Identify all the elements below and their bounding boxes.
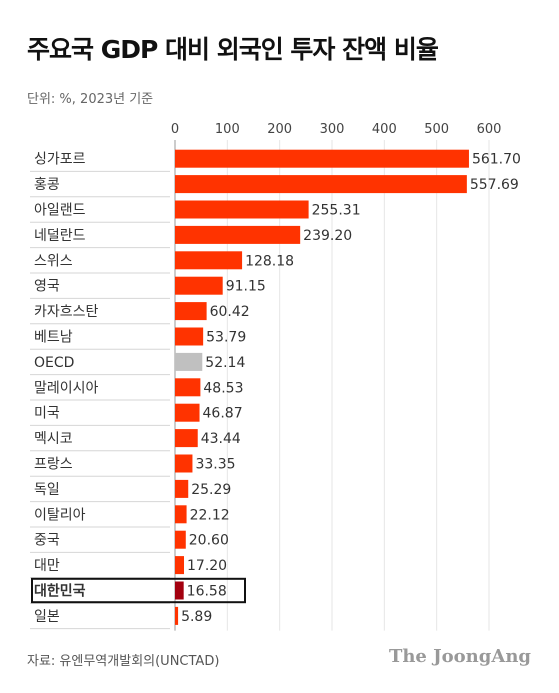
bar xyxy=(175,175,467,194)
x-tick-label: 600 xyxy=(477,122,502,137)
category-label: 일본 xyxy=(34,609,60,625)
bar xyxy=(175,149,469,168)
bar xyxy=(175,327,204,346)
bar xyxy=(175,606,179,625)
category-label: 아일랜드 xyxy=(34,203,86,219)
bar xyxy=(175,276,223,295)
category-label: 싱가포르 xyxy=(34,152,86,168)
publisher-logo: The JoongAng xyxy=(388,646,531,667)
bar xyxy=(175,378,201,397)
x-tick-label: 200 xyxy=(267,122,292,137)
category-label: 카자흐스탄 xyxy=(34,304,99,320)
category-label: 네덜란드 xyxy=(34,228,86,244)
value-label: 25.29 xyxy=(191,482,231,498)
bar xyxy=(175,200,309,219)
bar xyxy=(175,479,189,498)
bar xyxy=(175,251,243,270)
bar xyxy=(175,505,187,524)
value-label: 43.44 xyxy=(201,431,241,447)
value-label: 60.42 xyxy=(210,304,250,320)
value-label: 255.31 xyxy=(312,203,361,219)
value-label: 16.58 xyxy=(187,584,227,600)
category-label: 홍콩 xyxy=(34,177,60,193)
value-label: 20.60 xyxy=(189,533,229,549)
value-label: 239.20 xyxy=(303,228,352,244)
category-label: 스위스 xyxy=(34,253,73,269)
value-label: 561.70 xyxy=(472,152,521,168)
value-label: 17.20 xyxy=(187,558,227,574)
value-label: 33.35 xyxy=(195,457,235,473)
value-label: 52.14 xyxy=(205,355,245,371)
x-tick-label: 0 xyxy=(171,122,179,137)
bar xyxy=(175,429,198,448)
bar xyxy=(175,556,185,575)
category-label: 중국 xyxy=(34,533,60,549)
value-label: 53.79 xyxy=(206,330,246,346)
category-label: 독일 xyxy=(34,482,60,498)
bar xyxy=(175,302,207,321)
category-label: 프랑스 xyxy=(34,457,73,473)
x-tick-label: 100 xyxy=(215,122,240,137)
value-label: 128.18 xyxy=(245,253,294,269)
value-label: 46.87 xyxy=(203,406,243,422)
category-label: 멕시코 xyxy=(34,431,73,447)
category-label: 이탈리아 xyxy=(34,507,86,523)
value-label: 48.53 xyxy=(203,380,243,396)
bar xyxy=(175,225,301,244)
bar xyxy=(175,530,186,549)
category-label: 대한민국 xyxy=(34,583,86,600)
category-label: 베트남 xyxy=(34,330,73,346)
value-label: 91.15 xyxy=(226,279,266,295)
value-label: 5.89 xyxy=(181,609,212,625)
category-label: 영국 xyxy=(34,279,60,295)
category-label: OECD xyxy=(34,355,74,371)
x-tick-label: 500 xyxy=(424,122,449,137)
bar xyxy=(175,403,200,422)
category-label: 대만 xyxy=(34,558,60,574)
bar xyxy=(175,454,193,473)
category-label: 말레이시아 xyxy=(34,380,99,396)
source-note: 자료: 유엔무역개발회의(UNCTAD) xyxy=(27,654,220,669)
highlight-box xyxy=(31,577,246,604)
value-label: 22.12 xyxy=(190,507,230,523)
chart-title: 주요국 GDP 대비 외국인 투자 잔액 비율 xyxy=(27,35,439,64)
unit-note: 단위: %, 2023년 기준 xyxy=(27,92,154,107)
category-label: 미국 xyxy=(34,406,60,422)
x-tick-label: 400 xyxy=(372,122,397,137)
bar xyxy=(175,581,184,600)
value-label: 557.69 xyxy=(470,177,519,193)
bar xyxy=(175,352,203,371)
x-tick-label: 300 xyxy=(320,122,345,137)
